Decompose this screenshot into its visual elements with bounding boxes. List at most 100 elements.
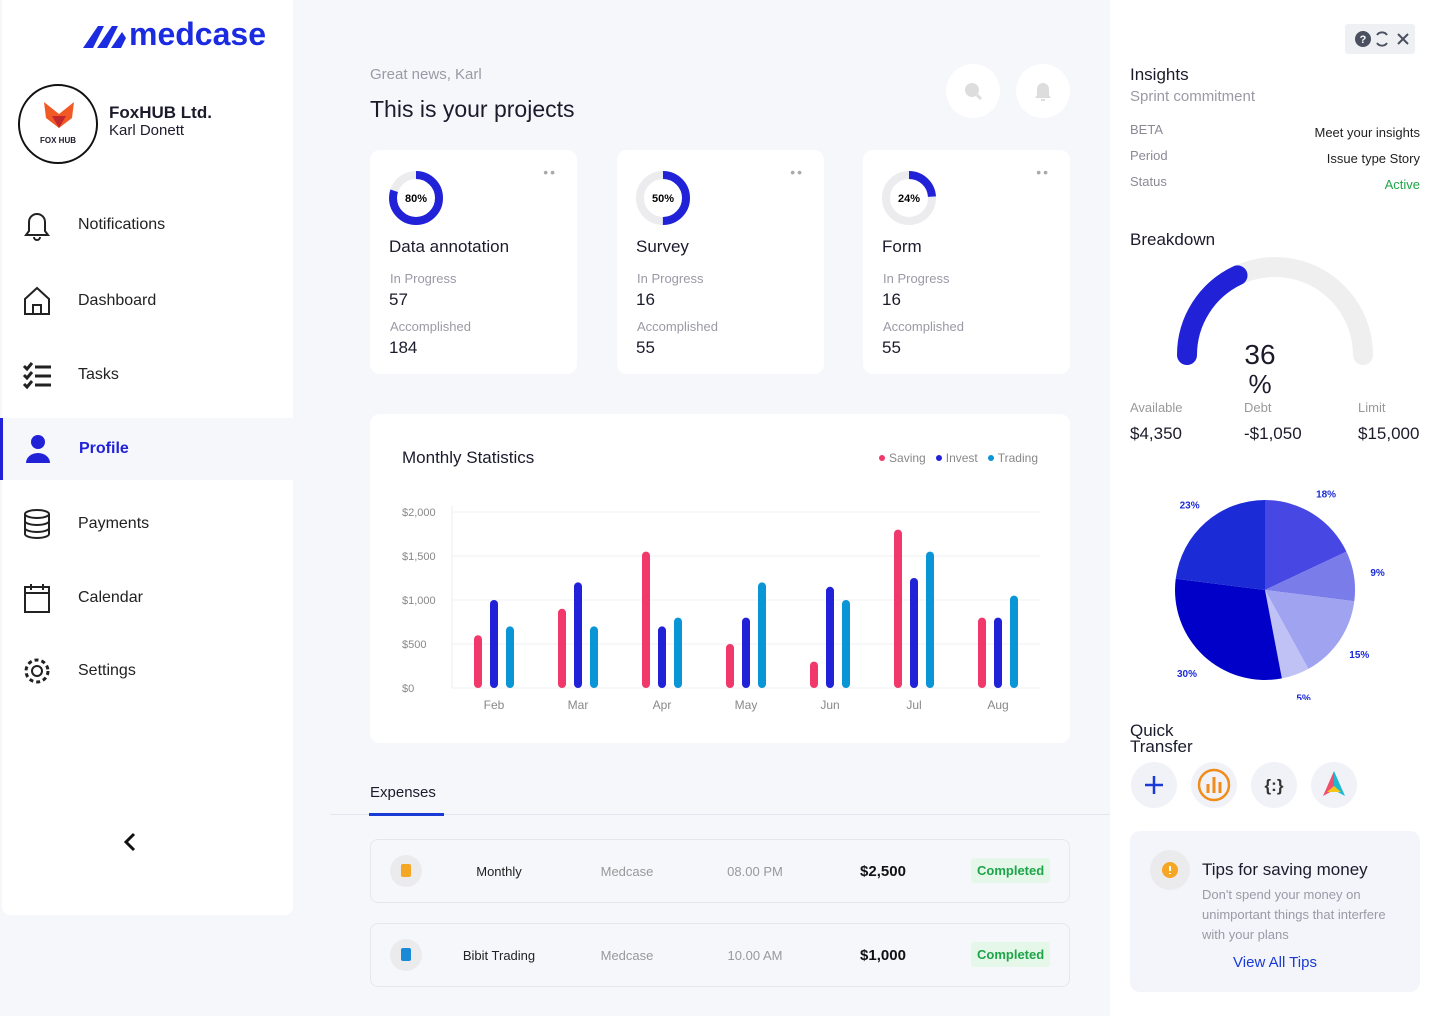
search-icon <box>965 83 983 101</box>
progress-donut: 80% <box>389 171 443 225</box>
tips-card: Tips for saving money Don't spend your m… <box>1130 831 1420 992</box>
bar <box>910 578 918 688</box>
donut-arc <box>389 171 443 225</box>
card-menu: •• <box>1036 164 1050 180</box>
row-amount: $1,000 <box>860 947 906 964</box>
nav-item-active[interactable]: Profile <box>0 418 294 480</box>
plus-icon <box>1145 776 1163 794</box>
contact-icon <box>1323 771 1345 796</box>
breakdown-title: Breakdown <box>1130 230 1216 249</box>
bar <box>558 608 566 688</box>
row-icon <box>390 939 422 971</box>
collapse-button[interactable] <box>122 832 138 852</box>
toolbar-icons[interactable]: ? <box>1345 24 1415 54</box>
nav-item[interactable]: Payments <box>2 493 293 555</box>
bell-icon <box>24 213 50 241</box>
nav-item[interactable]: Dashboard <box>2 270 293 332</box>
calendar-icon <box>24 584 50 613</box>
profile-icon <box>26 435 50 463</box>
nav-item[interactable]: Tasks <box>2 344 293 406</box>
row-time: 08.00 PM <box>727 864 783 879</box>
tips-link[interactable]: View All Tips <box>1233 954 1317 971</box>
bar <box>994 617 1002 688</box>
status-badge: Completed <box>971 858 1051 883</box>
in-progress-value: 57 <box>389 290 408 309</box>
donut-label: 50% <box>652 193 674 205</box>
expense-row[interactable]: Monthly Medcase 08.00 PM $2,500 Completed <box>370 839 1070 903</box>
tab-underline <box>369 813 444 816</box>
search-button[interactable] <box>946 64 1000 118</box>
card-menu: •• <box>543 164 557 180</box>
add-transfer[interactable] <box>1131 762 1177 808</box>
pie-label: 15% <box>1349 650 1369 661</box>
nav-label: Settings <box>78 662 136 679</box>
gauge-unit: % <box>1248 369 1272 399</box>
tab-expenses[interactable]: Expenses <box>370 784 436 801</box>
donut-label: 80% <box>405 193 427 205</box>
project-card: 24% •• Form In Progress 16 Accomplished 55 <box>863 150 1070 374</box>
bar <box>894 529 902 688</box>
fox-icon <box>44 102 74 128</box>
accomplished-value: 184 <box>389 338 418 357</box>
bar <box>590 626 598 688</box>
in-progress-label: In Progress <box>390 271 457 286</box>
legend-swatch <box>879 455 886 461</box>
avatar-text: FOX HUB <box>40 136 76 145</box>
stat-label: Debt <box>1244 400 1272 415</box>
settings-icon <box>24 658 50 684</box>
row-company: Medcase <box>600 864 654 879</box>
bar <box>490 600 498 688</box>
contact[interactable]: {:} <box>1251 762 1297 808</box>
accomplished-value: 55 <box>636 338 655 357</box>
x-tick-label: Jul <box>906 698 921 712</box>
contact[interactable] <box>1191 762 1237 808</box>
sidebar: medcase FOX HUB FoxHUB Ltd. Karl Donett … <box>0 0 294 915</box>
insight-value: Meet your insights <box>1314 125 1421 140</box>
accomplished-label: Accomplished <box>390 319 471 334</box>
bar <box>658 626 666 688</box>
nav-item[interactable]: Notifications <box>2 194 293 256</box>
y-tick-label: $500 <box>402 639 426 651</box>
x-tick-label: Mar <box>568 698 589 712</box>
bell-button[interactable] <box>1016 64 1070 118</box>
bar <box>926 551 934 688</box>
legend-swatch <box>935 455 942 461</box>
contact[interactable] <box>1311 762 1357 808</box>
nav-item[interactable]: Calendar <box>2 567 293 629</box>
nav-item[interactable]: Settings <box>2 640 293 702</box>
accomplished-label: Accomplished <box>883 319 964 334</box>
contact-icon <box>1197 768 1231 802</box>
row-amount: $2,500 <box>860 863 906 880</box>
tips-title: Tips for saving money <box>1202 860 1368 879</box>
y-tick-label: $0 <box>402 683 414 695</box>
user-name: Karl Donett <box>109 122 185 139</box>
bar <box>474 635 482 688</box>
bar <box>642 551 650 688</box>
tip-icon <box>1150 850 1190 890</box>
gauge-arc <box>1177 265 1248 365</box>
expense-row[interactable]: Bibit Trading Medcase 10.00 AM $1,000 Comple… <box>370 923 1070 987</box>
greeting: Great news, Karl <box>370 66 482 83</box>
bar-chart: $0 $500 $1,000 $1,500 $2,000 Feb Mar Apr May Jun J… <box>402 506 1040 712</box>
x-tick-label: Jun <box>820 698 839 712</box>
pie-slice <box>1265 551 1355 602</box>
pie-label: 30% <box>1177 669 1197 680</box>
stat-value: $4,350 <box>1130 424 1182 443</box>
insight-value: Issue type Story <box>1326 151 1420 166</box>
x-tick-label: Apr <box>653 698 672 712</box>
bar <box>758 582 766 688</box>
insight-label: Status <box>1130 174 1167 189</box>
pie-label: 5% <box>1296 693 1311 700</box>
row-name: Monthly <box>476 864 522 879</box>
company-avatar: FOX HUB <box>18 84 98 164</box>
progress-donut: 24% <box>882 171 936 225</box>
row-icon <box>390 855 422 887</box>
nav-label: Profile <box>79 440 129 457</box>
bar <box>726 644 734 688</box>
in-progress-label: In Progress <box>637 271 704 286</box>
card-menu: •• <box>790 164 804 180</box>
project-card: 50% •• Survey In Progress 16 Accomplished 55 <box>617 150 824 374</box>
in-progress-value: 16 <box>636 290 655 309</box>
bar <box>506 626 514 688</box>
bar <box>674 617 682 688</box>
